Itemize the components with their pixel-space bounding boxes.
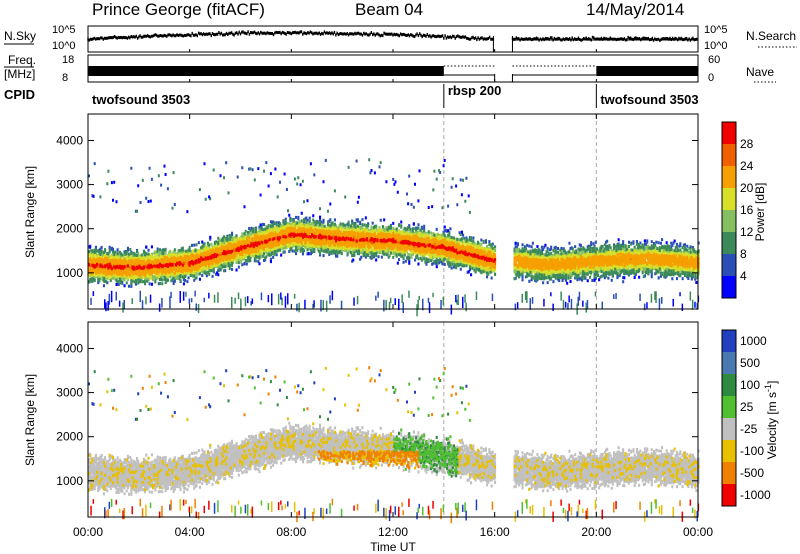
power-y-tick-label: 1000 <box>56 266 83 280</box>
velocity-colorbar-tick: -100 <box>740 444 764 458</box>
velocity-echo-points <box>107 370 694 518</box>
freq-left-tick-bottom: 8 <box>62 72 68 84</box>
power-colorbar-swatch <box>722 122 736 144</box>
velocity-y-tick-label: 2000 <box>56 430 83 444</box>
nave-label: Nave <box>746 65 774 79</box>
velocity-colorbar-tick: 1000 <box>740 334 767 348</box>
power-echo-points <box>89 159 700 315</box>
power-y-ticks: 1000 2000 3000 4000 <box>56 133 698 280</box>
velocity-colorbar-tick: 100 <box>740 378 760 392</box>
time-tick-label: 00:00 <box>73 525 103 539</box>
velocity-colorbar-tick: -25 <box>740 422 758 436</box>
freq-left-tick-top: 18 <box>62 54 74 66</box>
beam-title: Beam 04 <box>355 0 423 19</box>
power-colorbar-tick: 4 <box>740 269 747 283</box>
power-colorbar-tick: 12 <box>740 225 754 239</box>
power-colorbar-tick: 24 <box>740 159 754 173</box>
velocity-colorbar-tick: -500 <box>740 466 764 480</box>
power-colorbar-frame <box>721 121 737 299</box>
velocity-colorbar-swatch <box>722 396 736 418</box>
velocity-echo-points <box>88 366 700 522</box>
time-tick-label: 04:00 <box>175 525 205 539</box>
sky-noise-points <box>87 30 698 43</box>
cpid-segment-label: twofsound 3503 <box>600 92 698 107</box>
power-y-axis-label: Slant Range [km] <box>23 166 37 258</box>
power-colorbar-swatch <box>722 210 736 232</box>
freq-band-twofsound <box>88 66 444 76</box>
power-colorbar-tick: 28 <box>740 137 754 151</box>
velocity-colorbar-swatch <box>722 462 736 484</box>
power-panel: 1000 2000 3000 4000 Slant Range [km] 28 24 20… <box>23 113 767 317</box>
velocity-colorbar-tick: 25 <box>740 400 754 414</box>
noise-left-tick-bottom: 10^0 <box>52 40 76 52</box>
power-colorbar-tick: 16 <box>740 203 754 217</box>
time-axis-title: Time UT <box>370 540 416 554</box>
power-echo-points <box>88 232 497 271</box>
velocity-colorbar-title: Velocity [m s-1] <box>763 381 779 460</box>
time-tick-label: 00:00 <box>683 525 713 539</box>
power-colorbar-tick: 8 <box>740 247 747 261</box>
velocity-colorbar-tick: -1000 <box>740 488 771 502</box>
freq-band-twofsound <box>596 66 698 76</box>
velocity-colorbar: 1000 500 100 25 -25 -100 -500 -1000 <box>721 329 771 507</box>
velocity-colorbar-swatch <box>722 484 736 506</box>
freq-label-line2: [MHz] <box>4 67 35 81</box>
velocity-colorbar-swatch <box>722 330 736 352</box>
freq-trace <box>88 65 698 82</box>
power-colorbar-tick: 20 <box>740 181 754 195</box>
noise-right-tick-top: 10^5 <box>704 24 728 36</box>
velocity-y-tick-label: 3000 <box>56 386 83 400</box>
velocity-colorbar-swatch <box>722 374 736 396</box>
noise-left-tick-top: 10^5 <box>52 24 76 36</box>
velocity-y-ticks: 1000 2000 3000 4000 <box>56 341 698 488</box>
power-colorbar-swatch <box>722 188 736 210</box>
power-y-tick-label: 3000 <box>56 178 83 192</box>
cpid-segments: twofsound 3503 rbsp 200 twofsound 3503 <box>92 83 699 517</box>
noise-trace <box>87 30 698 52</box>
velocity-y-tick-label: 1000 <box>56 474 83 488</box>
cpid-segment-label: twofsound 3503 <box>92 92 190 107</box>
power-colorbar-swatch <box>722 144 736 166</box>
power-colorbar-swatch <box>722 276 736 298</box>
time-tick-label: 12:00 <box>378 525 408 539</box>
power-echo-points <box>88 158 700 317</box>
velocity-y-axis-label: Slant Range [km] <box>23 374 37 466</box>
velocity-colorbar-swatch <box>722 418 736 440</box>
freq-right-tick-bottom: 0 <box>708 72 714 84</box>
power-y-tick-label: 4000 <box>56 133 83 147</box>
date-title: 14/May/2014 <box>586 0 684 19</box>
velocity-colorbar-swatch <box>722 440 736 462</box>
velocity-colorbar-tick: 500 <box>740 356 760 370</box>
time-axis-ticks: 00:00 04:00 08:00 12:00 16:00 20:00 00:00 <box>73 49 713 539</box>
time-tick-label: 16:00 <box>480 525 510 539</box>
velocity-colorbar-frame <box>721 329 737 507</box>
power-scatter <box>88 158 700 317</box>
velocity-colorbar-swatch <box>722 352 736 374</box>
power-y-tick-label: 2000 <box>56 222 83 236</box>
power-colorbar-swatch <box>722 254 736 276</box>
freq-label-line1: Freq. <box>8 53 36 67</box>
noise-right-tick-bottom: 10^0 <box>704 40 728 52</box>
time-tick-label: 08:00 <box>276 525 306 539</box>
velocity-scatter <box>88 366 700 524</box>
cpid-label: CPID <box>4 87 35 102</box>
noise-left-label: N.Sky <box>4 29 36 43</box>
power-colorbar: 28 24 20 16 12 8 4 <box>721 121 754 299</box>
velocity-panel: 1000 2000 3000 4000 Slant Range [km] 1000 50… <box>23 321 779 524</box>
freq-right-tick-top: 60 <box>708 54 720 66</box>
velocity-y-tick-label: 4000 <box>56 341 83 355</box>
radar-title: Prince George (fitACF) <box>92 0 265 19</box>
power-colorbar-swatch <box>722 232 736 254</box>
power-colorbar-swatch <box>722 166 736 188</box>
cpid-segment-label: rbsp 200 <box>448 83 501 98</box>
power-echo-points <box>88 226 700 278</box>
time-tick-label: 20:00 <box>581 525 611 539</box>
noise-right-label: N.Search <box>746 29 796 43</box>
power-colorbar-title: Power [dB] <box>753 183 767 242</box>
